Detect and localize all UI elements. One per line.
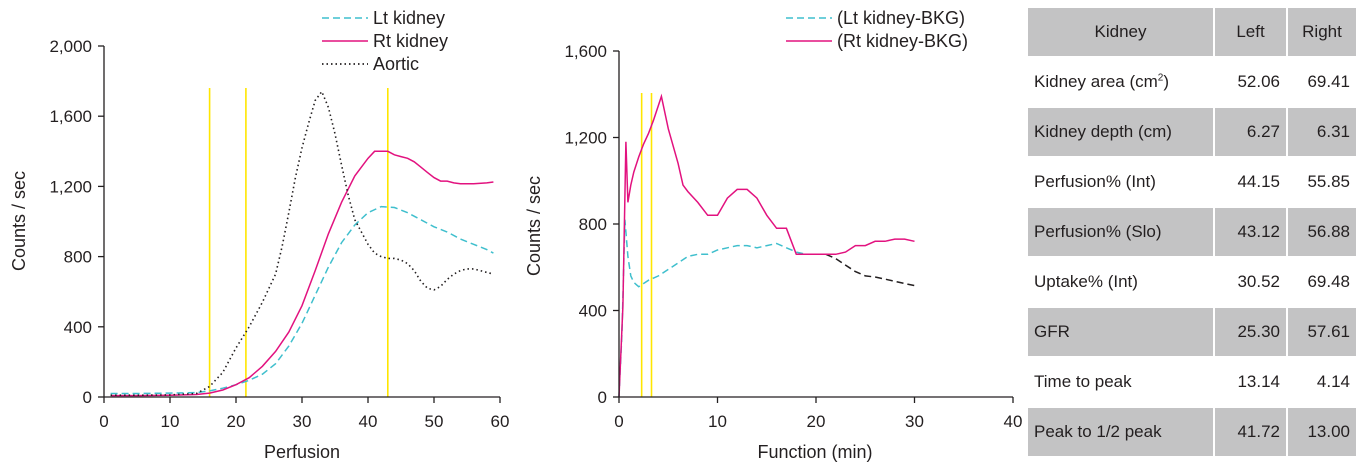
x-tick-label: 40 <box>1004 412 1023 431</box>
x-tick-label: 50 <box>425 412 444 431</box>
kidney-stats-table: Kidney Left Right Kidney area (cm2) 52.0… <box>1028 8 1356 458</box>
row-right-value: 57.61 <box>1286 307 1356 358</box>
row-label: Peak to 1/2 peak <box>1028 407 1214 458</box>
x-tick-label: 0 <box>614 412 623 431</box>
row-right-value: 6.31 <box>1286 107 1356 158</box>
x-tick-label: 0 <box>99 412 108 431</box>
row-left-value: 52.06 <box>1213 57 1287 108</box>
series-line-tail <box>825 253 915 287</box>
y-tick-label: 0 <box>83 388 92 407</box>
y-tick-label: 1,600 <box>564 42 607 61</box>
y-tick-label: 1,200 <box>49 177 92 196</box>
perfusion-chart: 0 10 20 30 40 50 60 0 400 800 1,200 1,600 2,000 Lt k… <box>9 8 509 462</box>
legend-label: (Lt kidney-BKG) <box>837 8 965 28</box>
header-right: Right <box>1286 8 1356 58</box>
function-legend: (Lt kidney-BKG) (Rt kidney-BKG) <box>786 8 968 51</box>
function-series <box>618 93 915 398</box>
row-label: Time to peak <box>1028 357 1214 408</box>
row-right-value: 13.00 <box>1286 407 1356 458</box>
row-left-value: 43.12 <box>1213 207 1287 258</box>
x-tick-label: 10 <box>708 412 727 431</box>
row-label: GFR <box>1028 307 1214 358</box>
y-tick-label: 1,200 <box>564 129 607 148</box>
x-tick-label: 60 <box>491 412 510 431</box>
header-kidney: Kidney <box>1028 8 1214 58</box>
perfusion-x-axis-title: Perfusion <box>264 442 340 462</box>
series-line-rt-kidney <box>110 150 494 397</box>
row-right-value: 69.48 <box>1286 257 1356 308</box>
legend-label: Rt kidney <box>373 31 448 51</box>
series-line-rt-kidney-bkg <box>618 93 915 398</box>
table-row: Time to peak 13.14 4.14 <box>1028 357 1356 408</box>
perfusion-legend: Lt kidney Rt kidney Aortic <box>322 8 448 74</box>
x-tick-label: 20 <box>227 412 246 431</box>
row-label: Perfusion% (Int) <box>1028 157 1214 208</box>
y-tick-label: 0 <box>598 388 607 407</box>
row-label-text: Kidney area (cm <box>1034 72 1158 91</box>
row-label: Uptake% (Int) <box>1028 257 1214 308</box>
y-tick-label: 2,000 <box>49 37 92 56</box>
table-row: Perfusion% (Slo) 43.12 56.88 <box>1028 207 1356 258</box>
row-label-superscript: 2 <box>1157 72 1164 84</box>
series-line-lt-kidney-bkg <box>618 219 826 398</box>
table-row: Kidney depth (cm) 6.27 6.31 <box>1028 107 1356 158</box>
legend-label: Lt kidney <box>373 8 445 28</box>
function-vlines <box>640 93 653 397</box>
perfusion-axes: 0 10 20 30 40 50 60 0 400 800 1,200 1,600 2,000 <box>49 37 509 431</box>
x-tick-label: 40 <box>359 412 378 431</box>
row-label: Kidney area (cm2) <box>1028 57 1214 108</box>
legend-label: (Rt kidney-BKG) <box>837 31 968 51</box>
series-line-lt-kidney <box>110 205 494 395</box>
table-header-row: Kidney Left Right <box>1028 8 1356 58</box>
x-tick-label: 30 <box>293 412 312 431</box>
legend-label: Aortic <box>373 54 419 74</box>
row-left-value: 41.72 <box>1213 407 1287 458</box>
row-left-value: 13.14 <box>1213 357 1287 408</box>
row-left-value: 30.52 <box>1213 257 1287 308</box>
table-row: Kidney area (cm2) 52.06 69.41 <box>1028 57 1356 108</box>
table-row: Perfusion% (Int) 44.15 55.85 <box>1028 157 1356 208</box>
table-row: GFR 25.30 57.61 <box>1028 307 1356 358</box>
table-row: Peak to 1/2 peak 41.72 13.00 <box>1028 407 1356 458</box>
y-tick-label: 800 <box>64 248 92 267</box>
function-y-axis-title: Counts / sec <box>524 176 544 276</box>
row-right-value: 69.41 <box>1286 57 1356 108</box>
row-label: Perfusion% (Slo) <box>1028 207 1214 258</box>
series-line-aortic <box>110 90 494 397</box>
y-tick-label: 400 <box>64 318 92 337</box>
y-tick-label: 800 <box>579 215 607 234</box>
function-x-axis-title: Function (min) <box>757 442 872 462</box>
row-right-value: 4.14 <box>1286 357 1356 408</box>
row-left-value: 6.27 <box>1213 107 1287 158</box>
header-left: Left <box>1213 8 1287 58</box>
table-row: Uptake% (Int) 30.52 69.48 <box>1028 257 1356 308</box>
x-tick-label: 20 <box>807 412 826 431</box>
row-label: Kidney depth (cm) <box>1028 107 1214 158</box>
row-right-value: 56.88 <box>1286 207 1356 258</box>
perfusion-y-axis-title: Counts / sec <box>9 171 29 271</box>
y-tick-label: 1,600 <box>49 107 92 126</box>
x-tick-label: 10 <box>161 412 180 431</box>
row-label-end: ) <box>1163 72 1170 91</box>
row-right-value: 55.85 <box>1286 157 1356 208</box>
perfusion-series <box>110 90 494 397</box>
y-tick-label: 400 <box>579 302 607 321</box>
x-tick-label: 30 <box>905 412 924 431</box>
row-left-value: 25.30 <box>1213 307 1287 358</box>
row-left-value: 44.15 <box>1213 157 1287 208</box>
perfusion-vlines <box>208 88 389 397</box>
